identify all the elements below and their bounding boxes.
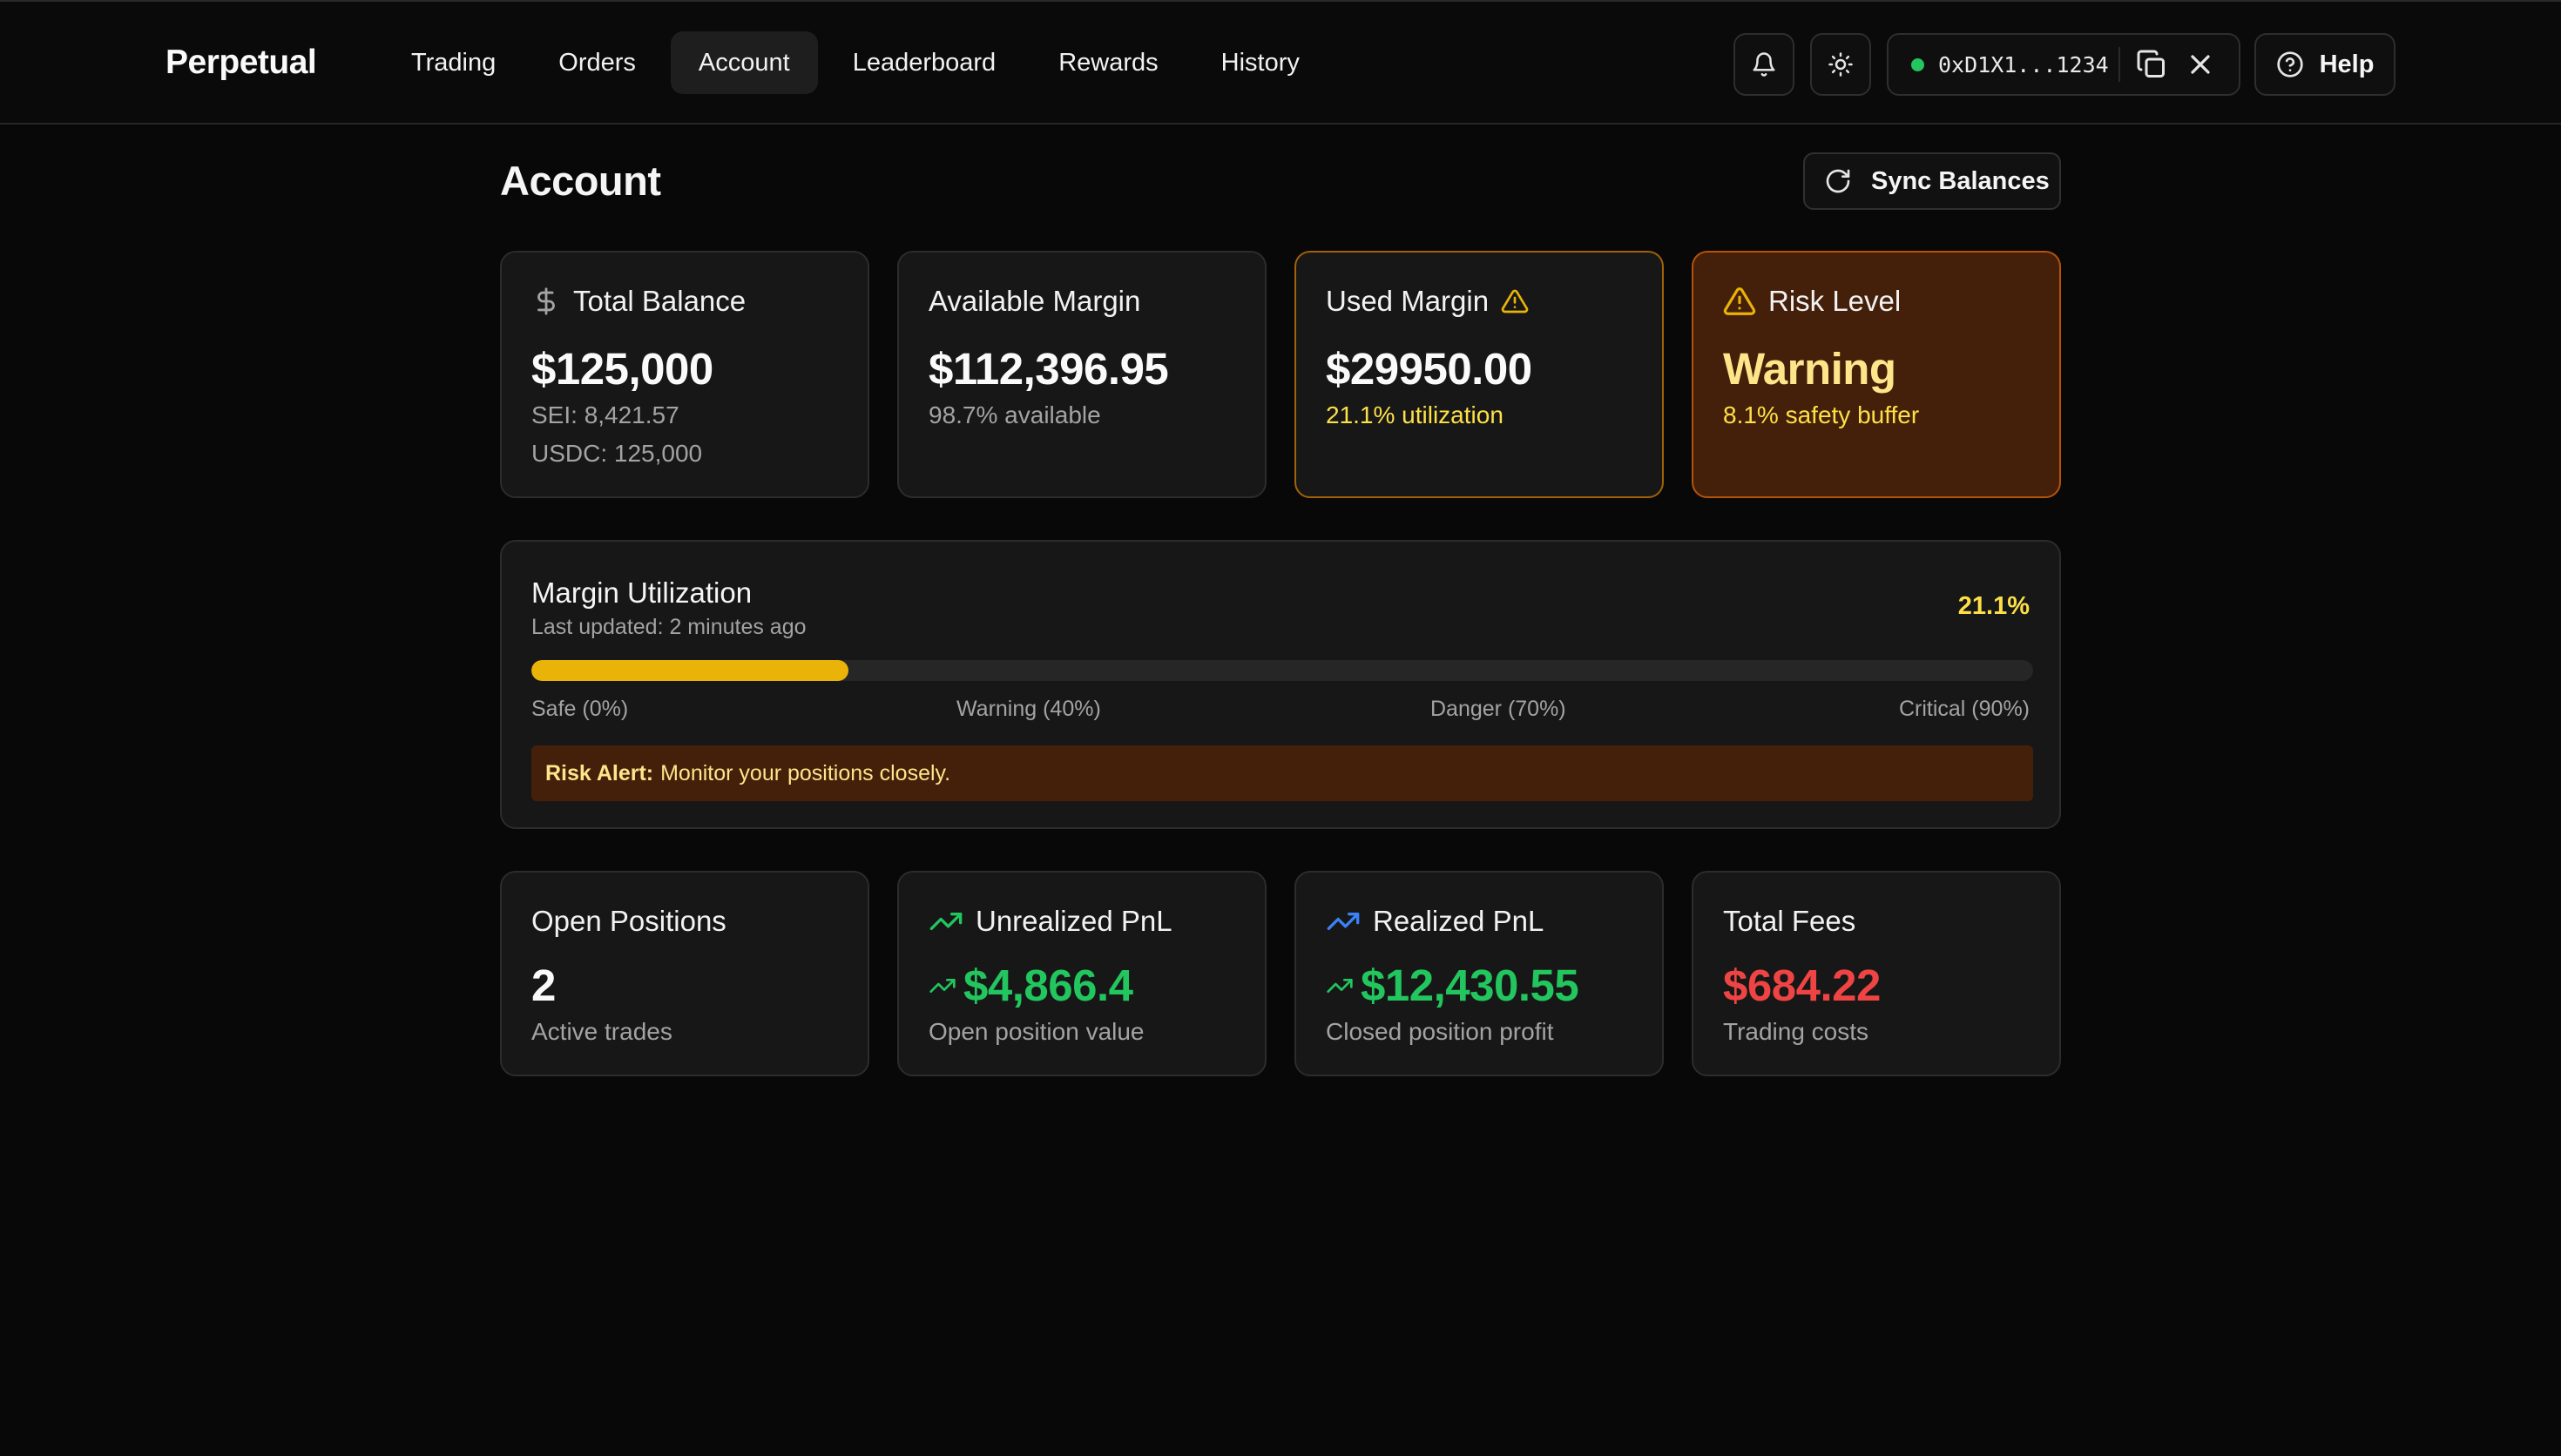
disconnect-wallet-button[interactable]: [2185, 49, 2216, 84]
risk-alert-label: Risk Alert:: [545, 760, 654, 785]
close-icon: [2191, 55, 2210, 74]
trending-up-icon: [929, 913, 963, 930]
realized-pnl-card: Realized PnL $12,430.55 Closed position …: [1294, 871, 1664, 1076]
unrealized-pnl-value: $4,866.4: [963, 961, 1133, 1010]
total-balance-card: Total Balance $125,000 SEI: 8,421.57 USD…: [500, 251, 869, 498]
card-title: Open Positions: [531, 905, 726, 937]
used-margin-value: $29950.00: [1326, 344, 1532, 394]
total-fees-value: $684.22: [1723, 961, 1881, 1010]
sun-icon: [1828, 52, 1853, 77]
scale-label-warning: Warning (40%): [956, 697, 1101, 721]
card-title: Unrealized PnL: [976, 905, 1172, 937]
app-logo[interactable]: Perpetual: [166, 44, 317, 81]
unrealized-pnl-value-row: $4,866.4: [929, 960, 1235, 1011]
nav-item-leaderboard[interactable]: Leaderboard: [852, 48, 997, 77]
panel-title: Margin Utilization: [531, 576, 753, 609]
page-title: Account: [500, 158, 661, 204]
total-fees-sub: Trading costs: [1723, 1018, 1869, 1045]
sync-balances-label: Sync Balances: [1871, 166, 2050, 195]
realized-pnl-value-row: $12,430.55: [1326, 960, 1632, 1011]
sei-balance: SEI: 8,421.57: [531, 401, 679, 428]
theme-toggle-button[interactable]: [1810, 33, 1871, 96]
available-margin-card: Available Margin $112,396.95 98.7% avail…: [897, 251, 1267, 498]
card-title: Risk Level: [1768, 285, 1902, 317]
card-title: Total Balance: [573, 285, 747, 317]
nav-item-account[interactable]: Account: [670, 31, 818, 94]
nav-item-history[interactable]: History: [1220, 48, 1300, 77]
refresh-icon: [1826, 169, 1850, 193]
card-title: Used Margin: [1326, 285, 1490, 317]
trending-up-icon: [929, 978, 956, 993]
unrealized-pnl-card: Unrealized PnL $4,866.4 Open position va…: [897, 871, 1267, 1076]
trending-up-icon: [1327, 913, 1360, 930]
scale-label-danger: Danger (70%): [1430, 697, 1566, 721]
help-circle-icon: [2276, 51, 2303, 78]
utilization-text: 21.1% utilization: [1326, 401, 1503, 428]
open-positions-card: Open Positions 2 Active trades: [500, 871, 869, 1076]
risk-alert-text: Monitor your positions closely.: [660, 760, 951, 785]
dollar-icon: [537, 287, 555, 315]
main-nav: Trading Orders Account Leaderboard Rewar…: [383, 31, 1328, 94]
scale-label-safe: Safe (0%): [531, 697, 629, 721]
total-balance-value: $125,000: [531, 344, 713, 394]
divider: [2118, 47, 2120, 82]
wallet-address[interactable]: 0xD1X1...1234: [1938, 51, 2109, 78]
risk-level-card: Risk Level Warning 8.1% safety buffer: [1692, 251, 2061, 498]
available-margin-value: $112,396.95: [929, 344, 1169, 394]
nav-item-trading[interactable]: Trading: [411, 48, 497, 77]
nav-item-orders[interactable]: Orders: [558, 48, 636, 77]
realized-pnl-sub: Closed position profit: [1326, 1018, 1554, 1045]
open-positions-sub: Active trades: [531, 1018, 672, 1045]
utilization-progress-bar: [531, 660, 2033, 681]
realized-pnl-value: $12,430.55: [1361, 961, 1579, 1010]
sync-balances-button[interactable]: Sync Balances: [1803, 152, 2061, 210]
risk-alert-banner: Risk Alert: Monitor your positions close…: [531, 745, 2033, 801]
wallet-status-dot: [1911, 57, 1924, 71]
notifications-button[interactable]: [1733, 33, 1794, 96]
last-updated: Last updated: 2 minutes ago: [531, 615, 807, 639]
bell-icon: [1753, 52, 1775, 77]
total-fees-card: Total Fees $684.22 Trading costs: [1692, 871, 2061, 1076]
copy-icon: [2137, 50, 2165, 78]
card-title: Total Fees: [1723, 905, 1856, 937]
help-button[interactable]: Help: [2254, 33, 2395, 96]
card-title: Available Margin: [929, 285, 1141, 317]
usdc-balance: USDC: 125,000: [531, 440, 703, 467]
nav-item-rewards[interactable]: Rewards: [1058, 48, 1159, 77]
warning-icon: [1501, 289, 1529, 313]
top-navigation-bar: Perpetual Trading Orders Account Leaderb…: [0, 0, 2561, 125]
open-positions-value: 2: [531, 961, 556, 1010]
wallet-connection: 0xD1X1...1234: [1887, 33, 2240, 96]
utilization-percent: 21.1%: [1957, 592, 2030, 620]
safety-buffer-text: 8.1% safety buffer: [1723, 401, 1920, 428]
card-title: Realized PnL: [1373, 905, 1544, 937]
scale-label-critical: Critical (90%): [1898, 697, 2030, 721]
available-margin-percent: 98.7% available: [929, 401, 1101, 428]
warning-icon: [1723, 287, 1756, 315]
trending-up-icon: [1327, 978, 1353, 993]
utilization-progress-fill: [531, 660, 848, 681]
unrealized-pnl-sub: Open position value: [929, 1018, 1145, 1045]
margin-utilization-panel: Margin Utilization Last updated: 2 minut…: [500, 540, 2061, 829]
used-margin-card: Used Margin $29950.00 21.1% utilization: [1294, 251, 1664, 498]
copy-address-button[interactable]: [2136, 49, 2167, 84]
help-label: Help: [2319, 50, 2375, 78]
risk-level-value: Warning: [1723, 344, 1896, 394]
